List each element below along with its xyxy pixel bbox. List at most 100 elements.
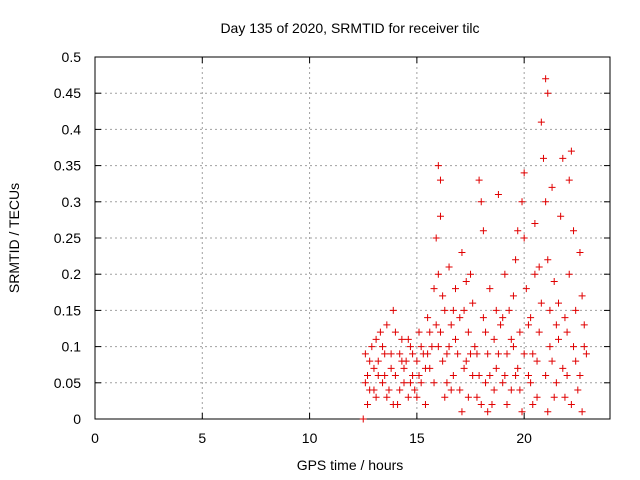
grid	[95, 57, 610, 419]
data-point	[434, 343, 442, 351]
data-point	[421, 364, 429, 372]
data-point	[447, 321, 455, 329]
data-point	[537, 118, 545, 126]
data-point	[374, 357, 382, 365]
data-point	[449, 372, 457, 380]
data-point	[509, 292, 517, 300]
data-point	[559, 364, 567, 372]
data-point	[527, 379, 535, 387]
data-point	[522, 285, 530, 293]
data-point	[535, 328, 543, 336]
data-point	[539, 154, 547, 162]
data-point	[409, 350, 417, 358]
data-point	[546, 343, 554, 351]
data-point	[567, 401, 575, 409]
x-tick-label: 10	[302, 430, 318, 446]
data-point	[501, 270, 509, 278]
data-point	[381, 372, 389, 380]
data-point	[503, 401, 511, 409]
data-point	[406, 379, 414, 387]
data-point	[561, 393, 569, 401]
data-point	[383, 321, 391, 329]
data-point	[404, 393, 412, 401]
x-tick-label: 15	[409, 430, 425, 446]
data-point	[565, 270, 573, 278]
data-point	[578, 292, 586, 300]
data-point	[514, 227, 522, 235]
data-point	[462, 277, 470, 285]
data-point	[494, 191, 502, 199]
y-tick-label: 0.5	[62, 49, 82, 65]
data-point	[441, 393, 449, 401]
data-point	[580, 321, 588, 329]
data-point	[443, 350, 451, 358]
data-point	[475, 372, 483, 380]
data-point	[497, 321, 505, 329]
y-tick-labels: 0 0.05 0.1 0.15 0.2 0.25 0.3 0.35 0.4 0.45 0.5	[54, 49, 81, 427]
data-point	[490, 335, 498, 343]
data-point	[452, 335, 459, 343]
data-point	[548, 357, 556, 365]
data-point	[552, 321, 560, 329]
data-point	[529, 350, 537, 358]
data-point	[550, 393, 558, 401]
data-point	[479, 314, 487, 322]
data-point	[467, 270, 475, 278]
data-point	[430, 285, 438, 293]
data-point	[484, 408, 492, 416]
data-point	[570, 343, 578, 351]
data-point	[557, 212, 565, 220]
data-point	[372, 393, 380, 401]
data-point	[516, 328, 524, 336]
data-point	[409, 372, 417, 380]
data-point	[482, 379, 490, 387]
data-point	[475, 176, 483, 184]
data-point	[385, 386, 393, 394]
data-point	[576, 248, 584, 256]
data-point	[383, 393, 391, 401]
data-point	[550, 277, 558, 285]
data-point	[445, 343, 453, 351]
axis-ticks	[94, 56, 610, 420]
data-point	[361, 379, 369, 387]
data-point	[379, 379, 387, 387]
data-point	[544, 256, 552, 264]
data-point	[469, 299, 477, 307]
y-axis-label: SRMTID / TECUs	[6, 183, 22, 293]
data-point	[421, 401, 429, 409]
data-point	[370, 364, 378, 372]
data-point	[458, 408, 466, 416]
data-point	[413, 393, 421, 401]
data-point	[524, 372, 532, 380]
data-point	[381, 350, 389, 358]
data-point	[428, 343, 436, 351]
data-point	[364, 401, 372, 409]
data-point	[434, 162, 442, 170]
data-point	[361, 350, 369, 358]
data-point	[499, 379, 507, 387]
data-point	[396, 386, 404, 394]
data-point	[432, 234, 440, 242]
x-tick-label: 5	[198, 430, 206, 446]
data-point	[366, 357, 374, 365]
data-point	[494, 350, 502, 358]
y-tick-label: 0.1	[62, 339, 82, 355]
plot-frame	[94, 56, 611, 420]
data-point	[531, 220, 539, 228]
data-point	[520, 234, 528, 242]
data-point	[452, 285, 459, 293]
y-tick-label: 0.15	[54, 302, 81, 318]
data-point	[492, 364, 500, 372]
data-point	[499, 314, 507, 322]
data-point	[406, 343, 414, 351]
data-point	[454, 350, 462, 358]
y-tick-label: 0.35	[54, 158, 81, 174]
data-point	[443, 379, 451, 387]
data-point	[436, 212, 444, 220]
data-point	[460, 306, 468, 314]
data-point	[524, 321, 532, 329]
data-point	[567, 147, 575, 155]
data-point	[391, 328, 399, 336]
data-point	[582, 350, 590, 358]
